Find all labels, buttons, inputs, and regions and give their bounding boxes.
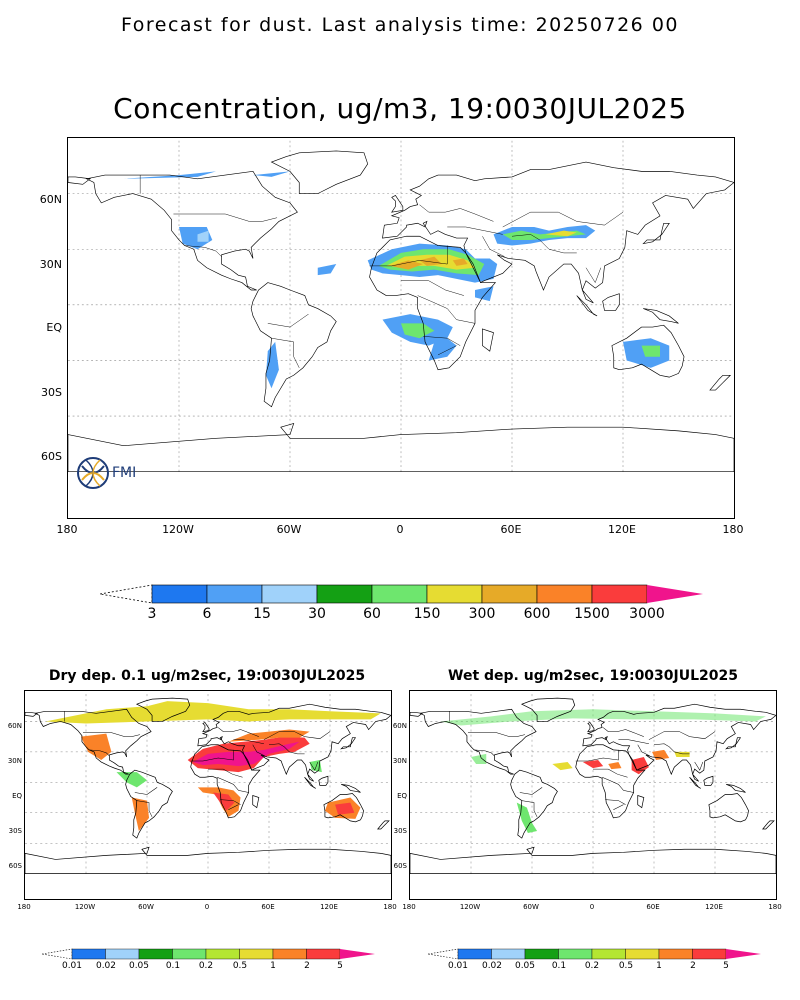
dry-deposition-colorbar xyxy=(42,948,377,962)
wet-deposition-map xyxy=(409,690,777,900)
colorbar-label: 1500 xyxy=(574,606,610,622)
wet-colorbar-label: 0.02 xyxy=(481,961,503,971)
colorbar-label: 150 xyxy=(413,606,441,622)
dry-lat-label-30s: 30S xyxy=(8,827,22,835)
concentration-title: Concentration, ug/m3, 19:0030JUL2025 xyxy=(113,92,687,125)
wet-lon-label: 0 xyxy=(589,903,595,911)
dry-deposition-map xyxy=(24,690,392,900)
wet-colorbar-label: 0.05 xyxy=(514,961,536,971)
wet-lon-label: 120W xyxy=(459,903,481,911)
lat-label-30s: 30S xyxy=(41,386,62,399)
lat-label-30n: 30N xyxy=(39,258,62,271)
dry-deposition-field xyxy=(45,701,381,832)
dry-lon-label: 180 xyxy=(383,903,397,911)
wet-lat-label-30s: 30S xyxy=(393,827,407,835)
lon-label-0: 0 xyxy=(396,523,404,536)
dry-colorbar-label: 0.2 xyxy=(198,961,214,971)
wet-colorbar-label: 1 xyxy=(656,961,662,971)
wet-lat-label-60s: 60S xyxy=(393,862,407,870)
dry-lon-label: 180 xyxy=(17,903,31,911)
concentration-colorbar xyxy=(100,584,705,606)
wet-colorbar-label: 0.2 xyxy=(584,961,600,971)
dust-concentration-field xyxy=(123,171,670,389)
dry-colorbar-label: 0.02 xyxy=(95,961,117,971)
lon-label-60w: 60W xyxy=(276,523,302,536)
colorbar-label: 30 xyxy=(308,606,326,622)
lon-label-120w: 120W xyxy=(162,523,194,536)
dry-lon-label: 60W xyxy=(138,903,154,911)
wet-deposition-title: Wet dep. ug/m2sec, 19:0030JUL2025 xyxy=(448,668,738,684)
fmi-logo: FMI xyxy=(76,456,146,496)
dry-lon-label: 0 xyxy=(204,903,210,911)
colorbar-label: 60 xyxy=(363,606,381,622)
dry-lon-label: 120W xyxy=(74,903,96,911)
dry-colorbar-label: 0.05 xyxy=(128,961,150,971)
dry-deposition-map-graphic xyxy=(25,691,391,875)
concentration-colorbar-graphic xyxy=(100,584,703,604)
concentration-map-graphic xyxy=(68,138,734,473)
wet-colorbar-label: 5 xyxy=(723,961,729,971)
dry-lon-label: 120E xyxy=(320,903,338,911)
wet-lon-label: 60W xyxy=(523,903,539,911)
lat-label-60s: 60S xyxy=(41,450,62,463)
concentration-map: FMI xyxy=(67,137,735,519)
dry-deposition-title: Dry dep. 0.1 ug/m2sec, 19:0030JUL2025 xyxy=(48,668,366,684)
wet-colorbar-label: 0.01 xyxy=(447,961,469,971)
colorbar-label: 600 xyxy=(523,606,551,622)
dry-lat-label-60s: 60S xyxy=(8,862,22,870)
wet-lat-label-30n: 30N xyxy=(392,757,407,765)
wet-lat-label-eq: EQ xyxy=(397,792,407,800)
wet-deposition-map-graphic xyxy=(410,691,776,875)
dry-deposition-colorbar-graphic xyxy=(42,948,375,960)
colorbar-label: 6 xyxy=(202,606,212,622)
lon-label-180w: 180 xyxy=(56,523,78,536)
dry-colorbar-label: 0.5 xyxy=(232,961,248,971)
dry-colorbar-label: 2 xyxy=(304,961,310,971)
lon-label-60e: 60E xyxy=(500,523,522,536)
wet-lon-label: 60E xyxy=(646,903,660,911)
dry-lon-label: 60E xyxy=(261,903,275,911)
wet-colorbar-label: 2 xyxy=(690,961,696,971)
colorbar-label: 3 xyxy=(147,606,157,622)
lon-label-180e: 180 xyxy=(722,523,744,536)
dry-colorbar-label: 1 xyxy=(270,961,276,971)
lat-label-eq: EQ xyxy=(46,321,62,334)
colorbar-label: 3000 xyxy=(629,606,665,622)
wet-deposition-colorbar xyxy=(428,948,763,962)
forecast-header: Forecast for dust. Last analysis time: 2… xyxy=(120,14,679,36)
colorbar-label: 300 xyxy=(468,606,496,622)
dry-colorbar-label: 5 xyxy=(337,961,343,971)
fmi-logo-icon xyxy=(77,457,109,489)
dry-lat-label-30n: 30N xyxy=(7,757,22,765)
fmi-logo-text: FMI xyxy=(112,465,137,481)
dry-colorbar-label: 0.01 xyxy=(61,961,83,971)
colorbar-label: 15 xyxy=(253,606,271,622)
wet-colorbar-label: 0.5 xyxy=(618,961,634,971)
wet-deposition-colorbar-graphic xyxy=(428,948,761,960)
wet-colorbar-label: 0.1 xyxy=(551,961,567,971)
wet-lon-label: 180 xyxy=(768,903,782,911)
dry-lat-label-60n: 60N xyxy=(7,722,22,730)
dry-colorbar-label: 0.1 xyxy=(165,961,181,971)
dry-lat-label-eq: EQ xyxy=(12,792,22,800)
wet-lon-label: 120E xyxy=(705,903,723,911)
wet-lat-label-60n: 60N xyxy=(392,722,407,730)
lat-label-60n: 60N xyxy=(39,193,62,206)
lon-label-120e: 120E xyxy=(608,523,636,536)
wet-lon-label: 180 xyxy=(402,903,416,911)
